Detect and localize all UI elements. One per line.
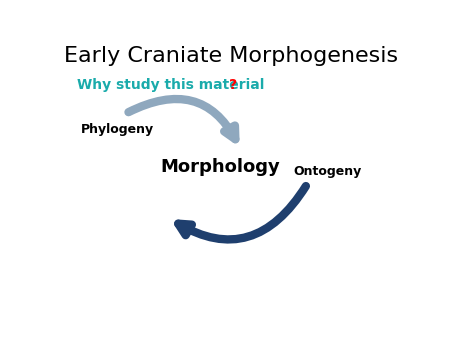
- FancyArrowPatch shape: [129, 99, 235, 139]
- Text: Why study this material: Why study this material: [77, 78, 265, 92]
- Text: Phylogeny: Phylogeny: [81, 123, 154, 136]
- Text: Ontogeny: Ontogeny: [293, 166, 362, 178]
- Text: Morphology: Morphology: [161, 158, 281, 176]
- Text: Early Craniate Morphogenesis: Early Craniate Morphogenesis: [63, 46, 398, 66]
- Text: ?: ?: [229, 78, 237, 92]
- FancyArrowPatch shape: [178, 186, 306, 239]
